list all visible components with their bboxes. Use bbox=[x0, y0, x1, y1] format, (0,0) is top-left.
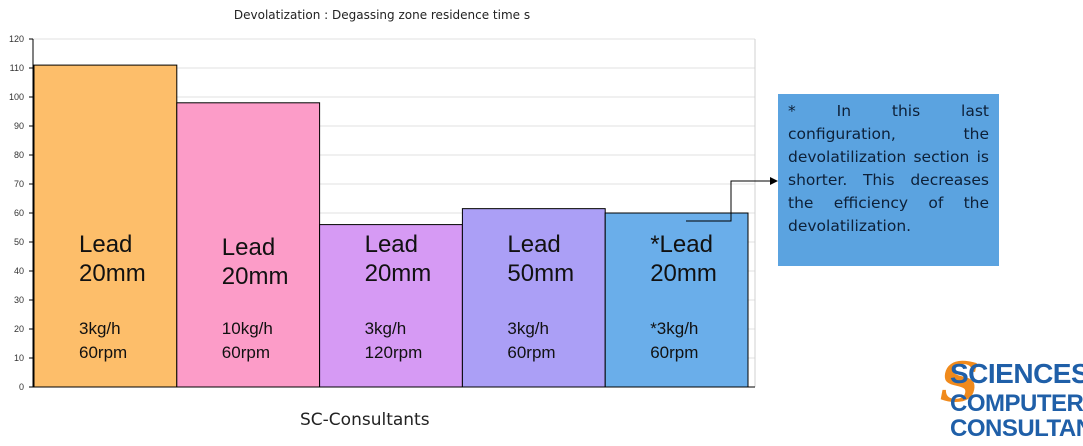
y-tick-label: 50 bbox=[14, 237, 24, 247]
y-tick-label: 110 bbox=[10, 63, 24, 73]
y-tick-label: 30 bbox=[14, 295, 24, 305]
bar-label-size: 50mm bbox=[507, 260, 574, 287]
company-logo: S SCIENCES COMPUTERS CONSULTANTS bbox=[940, 350, 1083, 444]
bars: Lead20mm3kg/h60rpmLead20mm10kg/h60rpmLea… bbox=[33, 64, 749, 388]
bar-label-size: 20mm bbox=[222, 263, 289, 290]
y-tick-label: 70 bbox=[14, 179, 24, 189]
bar-label-material: Lead bbox=[365, 231, 418, 258]
y-tick-label: 80 bbox=[14, 150, 24, 160]
credit-text: SC-Consultants bbox=[300, 410, 430, 430]
y-tick-label: 90 bbox=[14, 121, 24, 131]
bar-label-speed: 60rpm bbox=[650, 343, 698, 362]
axes: 0 10 20 30 40 50 60 70 80 90 100 110 120 bbox=[9, 34, 755, 392]
bar-label-rate: 3kg/h bbox=[365, 319, 407, 338]
note-arrow bbox=[686, 177, 778, 222]
bar-label-material: Lead bbox=[507, 231, 560, 258]
y-tick-label: 10 bbox=[14, 353, 24, 363]
y-tick-label: 20 bbox=[14, 324, 24, 334]
y-tick-label: 40 bbox=[14, 266, 24, 276]
bar bbox=[176, 102, 321, 388]
bar-label-rate: 3kg/h bbox=[79, 319, 121, 338]
bar-label-material: *Lead bbox=[650, 231, 713, 258]
bar-label-material: Lead bbox=[222, 234, 275, 261]
y-tick-label: 120 bbox=[9, 34, 24, 44]
logo-line-3: CONSULTANTS bbox=[950, 415, 1083, 442]
y-tick-label: 60 bbox=[14, 208, 24, 218]
bar-label-speed: 60rpm bbox=[79, 343, 127, 362]
bar-label-size: 20mm bbox=[79, 260, 146, 287]
logo-line-2: COMPUTERS bbox=[950, 390, 1083, 417]
annotation-note: * In this last configuration, the devola… bbox=[778, 94, 999, 266]
bar-label-rate: *3kg/h bbox=[650, 319, 698, 338]
bar-label-rate: 10kg/h bbox=[222, 319, 273, 338]
bar-label-speed: 120rpm bbox=[365, 343, 423, 362]
y-tick-label: 0 bbox=[19, 382, 24, 392]
chart-title: Devolatization : Degassing zone residenc… bbox=[234, 8, 530, 22]
logo-line-1: SCIENCES bbox=[950, 358, 1083, 389]
bar-label-material: Lead bbox=[79, 231, 132, 258]
bar-label-rate: 3kg/h bbox=[507, 319, 549, 338]
logo-s-mark: S bbox=[940, 350, 979, 414]
bar bbox=[319, 224, 463, 388]
bar bbox=[33, 64, 178, 388]
bar-label-size: 20mm bbox=[365, 260, 432, 287]
bar-label-size: 20mm bbox=[650, 260, 717, 287]
bar-label-speed: 60rpm bbox=[222, 343, 270, 362]
y-tick-label: 100 bbox=[9, 92, 24, 102]
bar-label-speed: 60rpm bbox=[507, 343, 555, 362]
